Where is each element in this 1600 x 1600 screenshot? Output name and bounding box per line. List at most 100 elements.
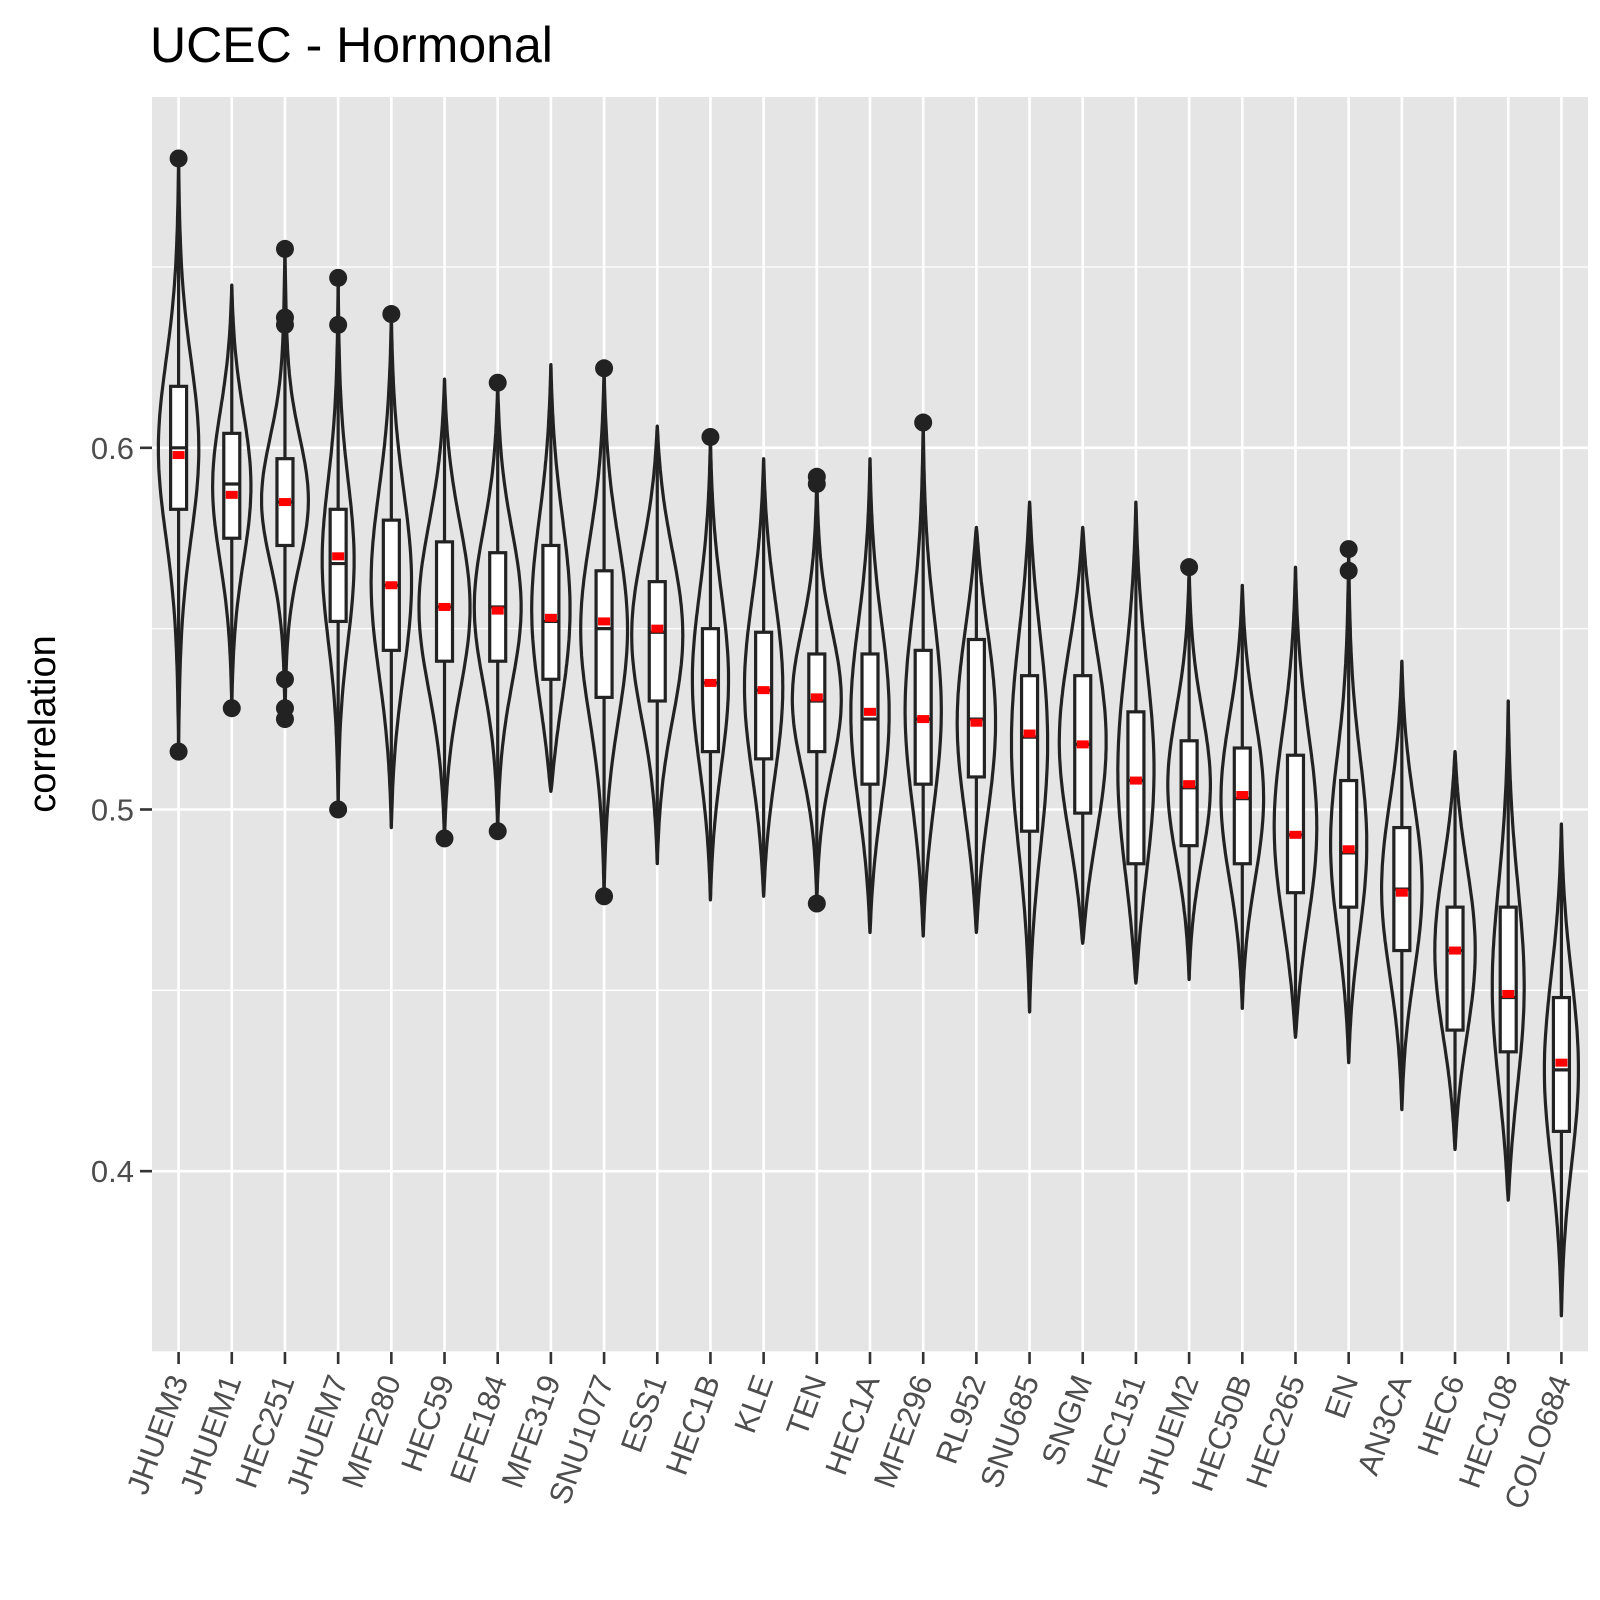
violin-ten [790,467,843,913]
iqr-box [1019,674,1040,833]
outlier-point [488,822,507,841]
x-tick-label: HEC6 [1410,1370,1471,1460]
iqr-box [1126,710,1146,866]
mean-marker [1023,729,1036,738]
outlier-point [329,800,348,819]
x-tick-label: KLE [727,1370,780,1437]
mean-marker [1236,791,1249,800]
mean-marker [1183,780,1196,789]
violin-jhuem7 [320,268,356,819]
mean-marker [385,581,398,590]
iqr-box [647,580,667,703]
violin-hec59 [417,377,472,848]
mean-marker [332,552,345,561]
violin-rl952 [955,525,998,935]
violin-hec251 [260,239,310,729]
iqr-box [1232,746,1252,866]
mean-marker [1555,1058,1568,1067]
violin-an3ca [1380,659,1424,1112]
mean-marker [1129,776,1142,785]
iqr-box [700,627,721,754]
violin-mfe280 [369,305,414,830]
iqr-box [754,630,774,761]
outlier-point [275,239,294,258]
chart-title: UCEC - Hormonal [150,17,553,73]
violin-layer [156,149,1580,1318]
outlier-point [222,699,241,718]
violin-hec1b [690,427,731,902]
iqr-box [594,569,614,699]
violin-hec108 [1490,699,1526,1202]
outlier-point [595,359,614,378]
violin-hec265 [1272,565,1319,1039]
mean-marker [810,693,823,702]
outlier-point [914,413,933,432]
outlier-point [169,149,188,168]
violin-hec6 [1433,750,1477,1152]
violin-ess1 [630,424,685,866]
violin-sngm [1057,525,1108,945]
mean-marker [1449,946,1462,955]
iqr-box [807,652,827,754]
mean-marker [278,498,291,507]
mean-marker [1502,989,1515,998]
violin-outline [530,363,572,793]
mean-marker [1076,740,1089,749]
mean-marker [1395,888,1408,897]
outlier-point [329,315,348,334]
mean-marker [491,606,504,615]
mean-marker [598,617,611,626]
outlier-point [1180,558,1199,577]
iqr-box [1285,753,1306,895]
violin-jhuem3 [156,149,201,761]
outlier-point [1339,540,1358,559]
y-tick-label: 0.6 [91,431,134,466]
outlier-point [595,887,614,906]
violin-hec151 [1116,500,1156,985]
iqr-box [222,431,242,540]
iqr-box [1179,739,1199,848]
violin-jhuem1 [211,283,253,718]
iqr-box [541,543,561,681]
mean-marker [704,678,717,687]
iqr-box [966,637,986,779]
outlier-point [382,305,401,324]
mean-marker [651,624,664,633]
outlier-point [275,315,294,334]
mean-marker [225,490,238,499]
violin-efe184 [472,373,523,841]
outlier-point [169,742,188,761]
violin-kle [742,457,785,898]
mean-marker [544,613,557,622]
iqr-box [1498,905,1518,1054]
iqr-box [1445,905,1465,1032]
violin-jhuem2 [1166,558,1212,982]
violin-snu1077 [579,359,630,906]
violin-hec50b [1219,583,1266,1010]
x-tick-label: TEN [779,1370,833,1440]
mean-marker [970,718,983,727]
mean-marker [864,707,876,716]
violin-outline [1433,750,1477,1152]
violin-outline [1380,659,1424,1112]
y-tick-label: 0.5 [91,792,134,827]
outlier-point [329,268,348,287]
outlier-point [275,710,294,729]
iqr-box [434,540,455,663]
mean-marker [172,451,185,460]
outlier-point [275,670,294,689]
iqr-box [328,507,348,624]
y-axis-label: correlation [22,635,64,812]
x-axis: JHUEM3JHUEM1HEC251JHUEM7MFE280HEC59EFE18… [120,1352,1578,1514]
iqr-box [1339,778,1359,909]
violin-mfe319 [530,363,572,793]
violin-mfe296 [903,413,943,938]
violin-snu685 [1009,500,1050,1014]
violin-outline [630,424,685,866]
mean-marker [438,602,451,611]
outlier-point [1339,561,1358,580]
mean-marker [1289,830,1302,839]
violin-en [1329,540,1369,1065]
y-tick-label: 0.4 [91,1154,134,1189]
